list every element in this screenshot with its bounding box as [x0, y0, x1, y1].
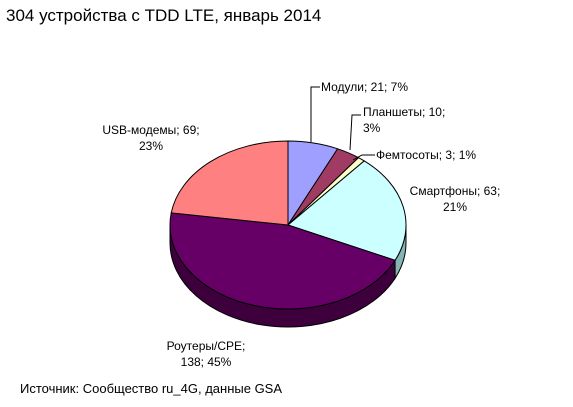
pie-leader-1 — [349, 114, 361, 151]
chart-title: 304 устройства с TDD LTE, январь 2014 — [6, 6, 322, 25]
pie-tops — [169, 140, 407, 310]
pie-slice-4 — [169, 212, 396, 310]
pie-label-0: Модули; 21; 7% — [321, 80, 408, 94]
pie-label-3: Смартфоны; 63; 21% — [410, 184, 501, 214]
pie-label-2: Фемтосоты; 3; 1% — [376, 148, 476, 162]
pie-leader-0 — [310, 86, 320, 142]
pie-leaders — [310, 86, 375, 161]
pie-slice-3 — [286, 160, 407, 261]
pie-labels: Модули; 21; 7% Планшеты; 10; 3% Фемтосоты; … — [102, 80, 500, 369]
chart-source: Источник: Сообщество ru_4G, данные GSA — [20, 381, 283, 396]
pie-leader-2 — [352, 154, 375, 161]
pie-slice-5 — [170, 140, 289, 226]
pie-label-1: Планшеты; 10; 3% — [363, 105, 445, 135]
pie-label-4: Роутеры/CPE; 138; 45% — [167, 339, 246, 369]
pie-label-5: USB-модемы; 69; 23% — [102, 123, 199, 153]
